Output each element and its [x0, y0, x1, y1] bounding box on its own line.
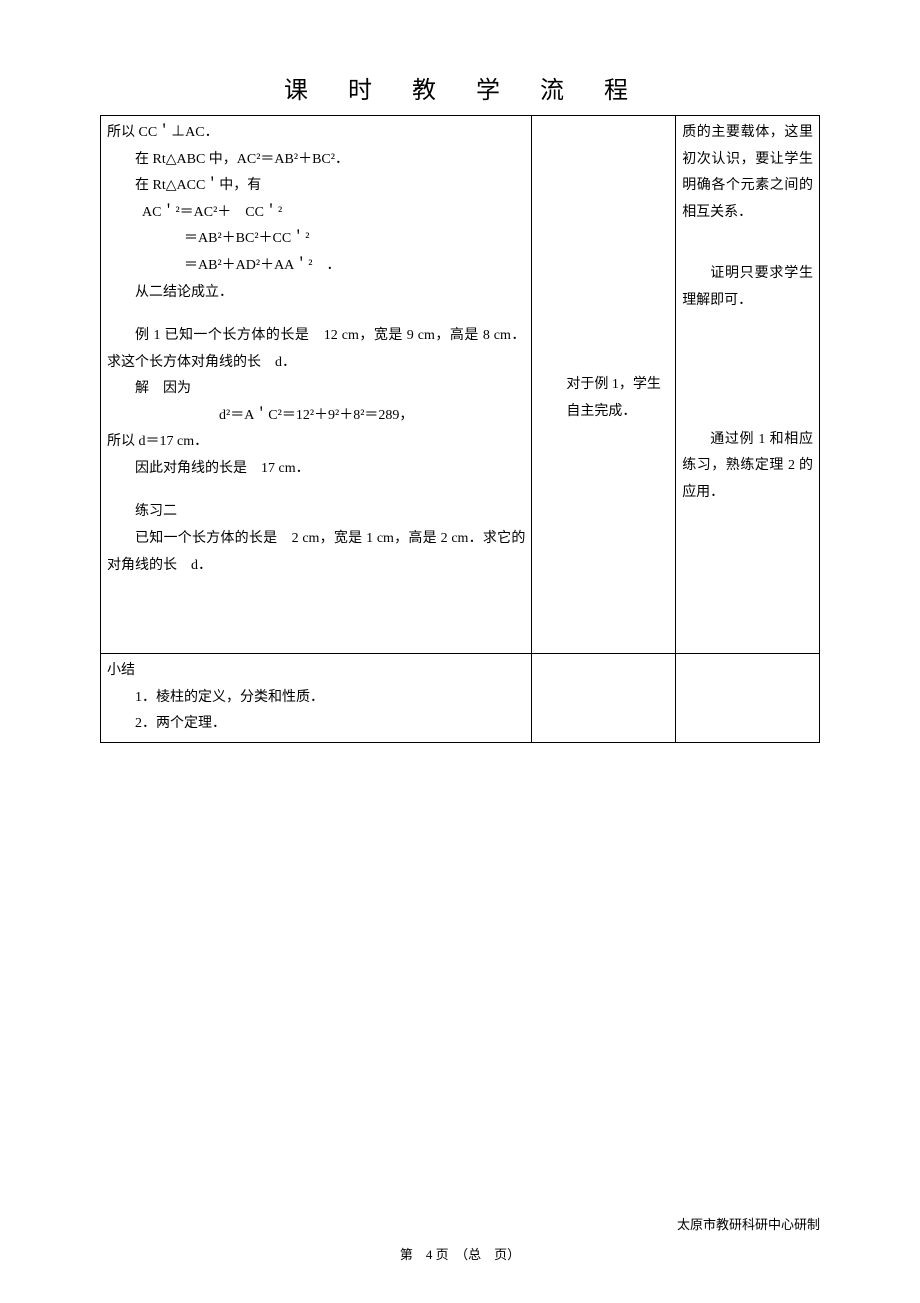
spacer — [107, 306, 525, 323]
table-row: 所以 CC＇⊥AC． 在 Rt△ABC 中，AC²＝AB²＋BC²． 在 Rt△… — [101, 116, 820, 654]
spacer — [682, 226, 813, 261]
text-line: 小结 — [107, 658, 525, 685]
text-line: 例 1 已知一个长方体的长是 12 cm，宽是 9 cm，高是 8 cm．求这个… — [107, 323, 525, 376]
text-block: 通过例 1 和相应练习，熟练定理 2 的应用． — [682, 427, 813, 507]
footer-right: 太原市教研科研中心研制 — [677, 1214, 820, 1233]
text-line: d²＝A＇C²＝12²＋9²＋8²＝289， — [107, 403, 525, 430]
text-line: 在 Rt△ACC＇中，有 — [107, 173, 525, 200]
text-line: 从二结论成立． — [107, 280, 525, 307]
page-title: 课 时 教 学 流 程 — [100, 70, 820, 105]
empty-cell — [532, 654, 676, 743]
text-line: 练习二 — [107, 499, 525, 526]
text-block: 质的主要载体，这里初次认识，要让学生明确各个元素之间的相互关系． — [682, 120, 813, 226]
spacer — [682, 315, 813, 427]
content-cell: 所以 CC＇⊥AC． 在 Rt△ABC 中，AC²＝AB²＋BC²． 在 Rt△… — [101, 116, 532, 654]
spacer — [538, 120, 669, 372]
text-line: 所以 d＝17 cm． — [107, 429, 525, 456]
text-line: 已知一个长方体的长是 2 cm，宽是 1 cm，高是 2 cm．求它的对角线的长… — [107, 526, 525, 579]
text-block: 证明只要求学生理解即可． — [682, 261, 813, 314]
table-row: 小结 1．棱柱的定义，分类和性质． 2．两个定理． — [101, 654, 820, 743]
lesson-table: 所以 CC＇⊥AC． 在 Rt△ABC 中，AC²＝AB²＋BC²． 在 Rt△… — [100, 115, 820, 743]
text-line: AC＇²＝AC²＋ CC＇² — [107, 200, 525, 227]
text-line: ＝AB²＋AD²＋AA＇² ． — [107, 253, 525, 280]
spacer — [107, 483, 525, 500]
spacer — [107, 579, 525, 649]
text-line: 对于例 1，学生自主完成． — [538, 372, 669, 425]
empty-cell — [676, 654, 820, 743]
footer-center: 第 4 页 （总 页） — [0, 1244, 920, 1263]
summary-cell: 小结 1．棱柱的定义，分类和性质． 2．两个定理． — [101, 654, 532, 743]
text-line: 解 因为 — [107, 376, 525, 403]
text-line: 因此对角线的长是 17 cm． — [107, 456, 525, 483]
activity-cell: 对于例 1，学生自主完成． — [532, 116, 676, 654]
text-line: 1．棱柱的定义，分类和性质． — [107, 685, 525, 712]
text-line: 所以 CC＇⊥AC． — [107, 120, 525, 147]
text-line: 在 Rt△ABC 中，AC²＝AB²＋BC²． — [107, 147, 525, 174]
notes-cell: 质的主要载体，这里初次认识，要让学生明确各个元素之间的相互关系． 证明只要求学生… — [676, 116, 820, 654]
text-line: 2．两个定理． — [107, 711, 525, 738]
text-line: ＝AB²＋BC²＋CC＇² — [107, 226, 525, 253]
